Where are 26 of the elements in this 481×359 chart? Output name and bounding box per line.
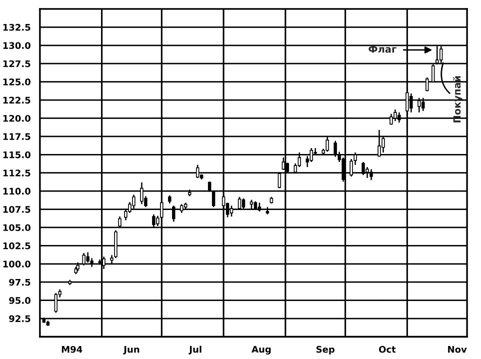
annotation: Флаг (368, 46, 396, 53)
y-tick-label: 125.0 (3, 78, 30, 86)
x-tick-label: Oct (378, 346, 396, 353)
y-tick-label: 122.5 (3, 96, 30, 104)
x-tick-label: Jun (123, 346, 140, 354)
y-tick-label: 100.0 (3, 260, 30, 268)
y-tick-label: 95.0 (9, 297, 30, 304)
y-tick-label: 130.0 (3, 42, 30, 49)
x-tick-label: Aug (252, 346, 271, 355)
y-tick-label: 92.5 (9, 315, 30, 322)
y-tick-label: 115.0 (3, 151, 30, 158)
y-tick-label: 102.5 (3, 242, 30, 250)
x-tick-label: Jul (188, 346, 202, 354)
y-tick-label: 105.0 (3, 224, 30, 232)
y-tick-label: 112.5 (3, 170, 30, 176)
y-tick-label: 97.5 (9, 278, 30, 286)
y-tick-label: 127.5 (3, 60, 30, 68)
y-tick-label: 107.5 (3, 206, 30, 213)
y-tick-label: 132.5 (3, 24, 30, 31)
annotation: Покупай (453, 76, 463, 122)
x-tick-label: Sep (316, 346, 334, 355)
y-tick-label: 110.0 (3, 188, 30, 195)
y-tick-label: 120.0 (3, 114, 30, 122)
y-tick-label: 117.5 (3, 133, 30, 140)
x-tick-label: M94 (62, 346, 82, 353)
x-tick-label: Nov (448, 346, 467, 353)
